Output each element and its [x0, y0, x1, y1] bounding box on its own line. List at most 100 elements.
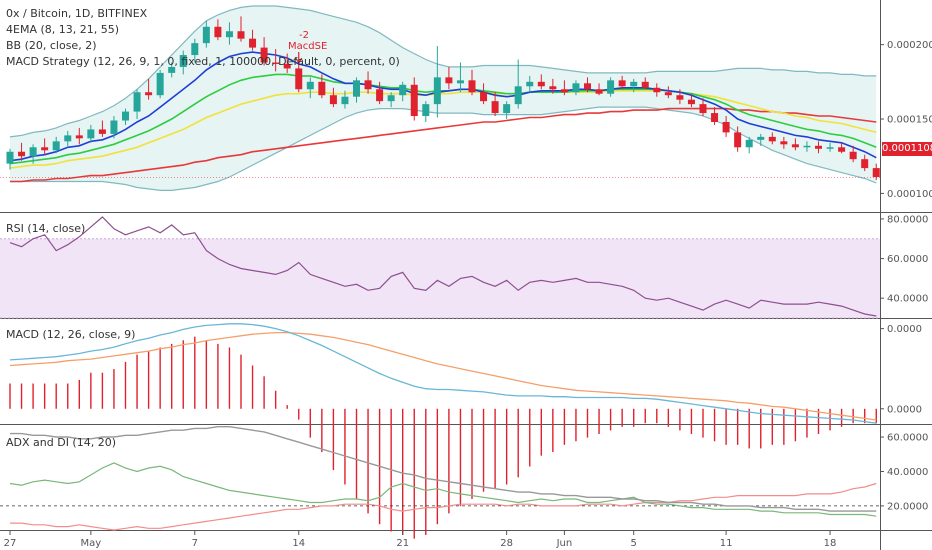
last-price-badge: 0.00011080: [882, 142, 932, 156]
ema-legend[interactable]: 4EMA (8, 13, 21, 55): [6, 23, 120, 36]
candle-body: [676, 95, 684, 100]
candle-body: [699, 104, 707, 114]
candle-body: [376, 89, 384, 102]
candle-body: [480, 92, 488, 102]
candle-body: [341, 96, 349, 105]
candle-body: [75, 135, 83, 139]
rsi-title[interactable]: RSI (14, close): [6, 222, 86, 235]
price-tick-label: 0.00015000: [887, 115, 932, 126]
candle-body: [815, 145, 822, 149]
signal-arrow: [295, 52, 303, 65]
candle-body: [64, 135, 72, 142]
candle-body: [872, 168, 880, 178]
bb-upper-line: [9, 5, 877, 138]
x-tick-label: 21: [396, 538, 409, 549]
candle-body: [422, 104, 430, 117]
di-plus-line: [9, 462, 877, 517]
ema55-line: [10, 107, 877, 183]
di-minus-line: [10, 482, 877, 531]
candle-body: [110, 120, 118, 134]
price-legend: 0x / Bitcoin, 1D, BITFINEX 4EMA (8, 13, …: [6, 6, 400, 70]
x-tick-label: May: [81, 538, 102, 549]
candle-body: [214, 26, 222, 38]
ema8-line: [9, 51, 877, 162]
candle-body: [757, 136, 765, 140]
candle-body: [133, 92, 141, 112]
candle-body: [179, 55, 187, 67]
candle-body: [272, 62, 280, 64]
macd-tick-label: 0.0000: [887, 324, 922, 335]
candle-body: [433, 77, 441, 105]
rsi-tick-label: 80.0000: [887, 214, 928, 225]
candle-body: [98, 129, 106, 134]
candle-body: [861, 159, 869, 169]
candle-body: [607, 80, 615, 94]
candle-body: [826, 147, 834, 149]
candle-body: [537, 81, 545, 87]
candle-body: [734, 132, 742, 148]
candle-body: [387, 95, 395, 102]
candle-body: [687, 99, 695, 105]
x-tick-label: 14: [292, 538, 305, 549]
candle-body: [653, 87, 661, 93]
candle-body: [122, 111, 129, 121]
candle-body: [225, 31, 233, 38]
candle-body: [560, 89, 568, 93]
candle-body: [838, 147, 846, 152]
candle-body: [364, 80, 372, 90]
candle-body: [260, 47, 268, 63]
candle-body: [468, 80, 476, 93]
candle-body: [52, 141, 60, 151]
candle-body: [399, 84, 407, 96]
candle-body: [87, 129, 95, 139]
adx-title[interactable]: ADX and DI (14, 20): [6, 436, 116, 449]
strategy-legend[interactable]: MACD Strategy (12, 26, 9, 1, 0, fixed, 1…: [6, 55, 400, 68]
x-tick-label: 7: [192, 538, 198, 549]
candle-body: [803, 145, 811, 148]
candle-body: [595, 89, 603, 94]
candle-body: [410, 84, 418, 117]
price-tick-label: 0.00020000: [887, 40, 932, 51]
x-tick-label: 27: [4, 538, 17, 549]
price-tick-label: 0.00010000: [887, 189, 932, 200]
candle-body: [237, 31, 245, 39]
signal-label: MacdSE: [288, 41, 328, 52]
candle-body: [445, 77, 453, 84]
candle-body: [572, 83, 580, 93]
candle-body: [29, 147, 37, 157]
rsi-band: [0, 238, 880, 318]
x-tick-label: 5: [631, 538, 637, 549]
candle-body: [768, 136, 776, 142]
bb-legend[interactable]: BB (20, close, 2): [6, 39, 97, 52]
candle-body: [503, 104, 511, 114]
candle-body: [722, 121, 730, 133]
candle-body: [456, 80, 464, 84]
strategy-signal: -2 MacdSE: [288, 30, 328, 52]
candle-body: [630, 81, 638, 87]
rsi-line: [9, 216, 877, 317]
symbol-title[interactable]: 0x / Bitcoin, 1D, BITFINEX: [6, 7, 148, 20]
candle-body: [641, 81, 649, 88]
candle-body: [584, 83, 591, 90]
candle-body: [711, 113, 719, 122]
candle-body: [526, 81, 534, 87]
candle-body: [191, 43, 199, 56]
candle-body: [295, 68, 303, 90]
candle-body: [41, 147, 49, 151]
candle-body: [283, 63, 291, 69]
x-tick-label: 11: [720, 538, 733, 549]
candle-body: [249, 38, 257, 48]
adx-tick-label: 60.0000: [887, 433, 928, 444]
candle-body: [318, 81, 326, 96]
adx-line: [10, 426, 877, 512]
candle-body: [18, 151, 26, 157]
candle-body: [353, 80, 360, 97]
candle-body: [745, 139, 753, 148]
candle-body: [168, 66, 176, 73]
rsi-tick-label: 40.0000: [887, 294, 928, 305]
macd-title[interactable]: MACD (12, 26, close, 9): [6, 328, 136, 341]
candle-body: [306, 81, 314, 90]
macd-line: [9, 323, 877, 424]
candle-body: [329, 95, 337, 105]
candle-body: [849, 151, 857, 160]
